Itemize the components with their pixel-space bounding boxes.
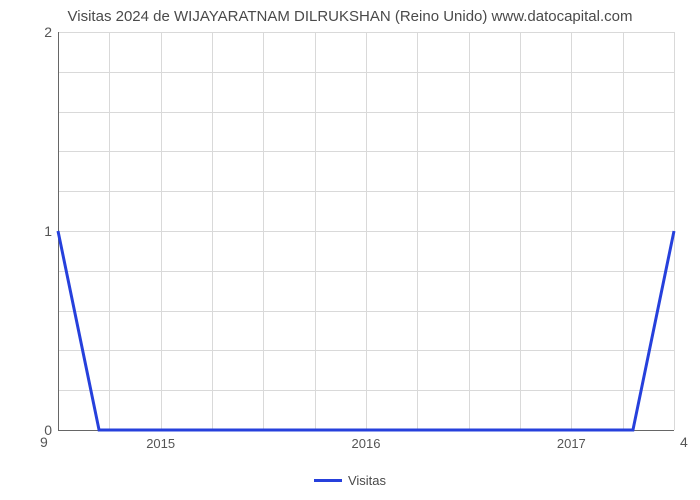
legend: Visitas bbox=[0, 472, 700, 488]
x-tick-label: 2016 bbox=[352, 436, 381, 451]
x-tick-label: 2015 bbox=[146, 436, 175, 451]
chart-container: Visitas 2024 de WIJAYARATNAM DILRUKSHAN … bbox=[0, 0, 700, 500]
x-tick-label: 2017 bbox=[557, 436, 586, 451]
corner-label-bottom-left: 9 bbox=[40, 434, 48, 450]
plot-area: 012201520162017 bbox=[58, 32, 674, 430]
chart-title: Visitas 2024 de WIJAYARATNAM DILRUKSHAN … bbox=[0, 8, 700, 25]
y-tick-label: 2 bbox=[44, 24, 52, 40]
legend-swatch bbox=[314, 479, 342, 482]
legend-label: Visitas bbox=[348, 473, 386, 488]
y-tick-label: 1 bbox=[44, 223, 52, 239]
corner-label-bottom-right: 4 bbox=[680, 434, 688, 450]
series-svg bbox=[58, 32, 674, 430]
series-line bbox=[58, 231, 674, 430]
plot-border-right bbox=[674, 32, 675, 430]
